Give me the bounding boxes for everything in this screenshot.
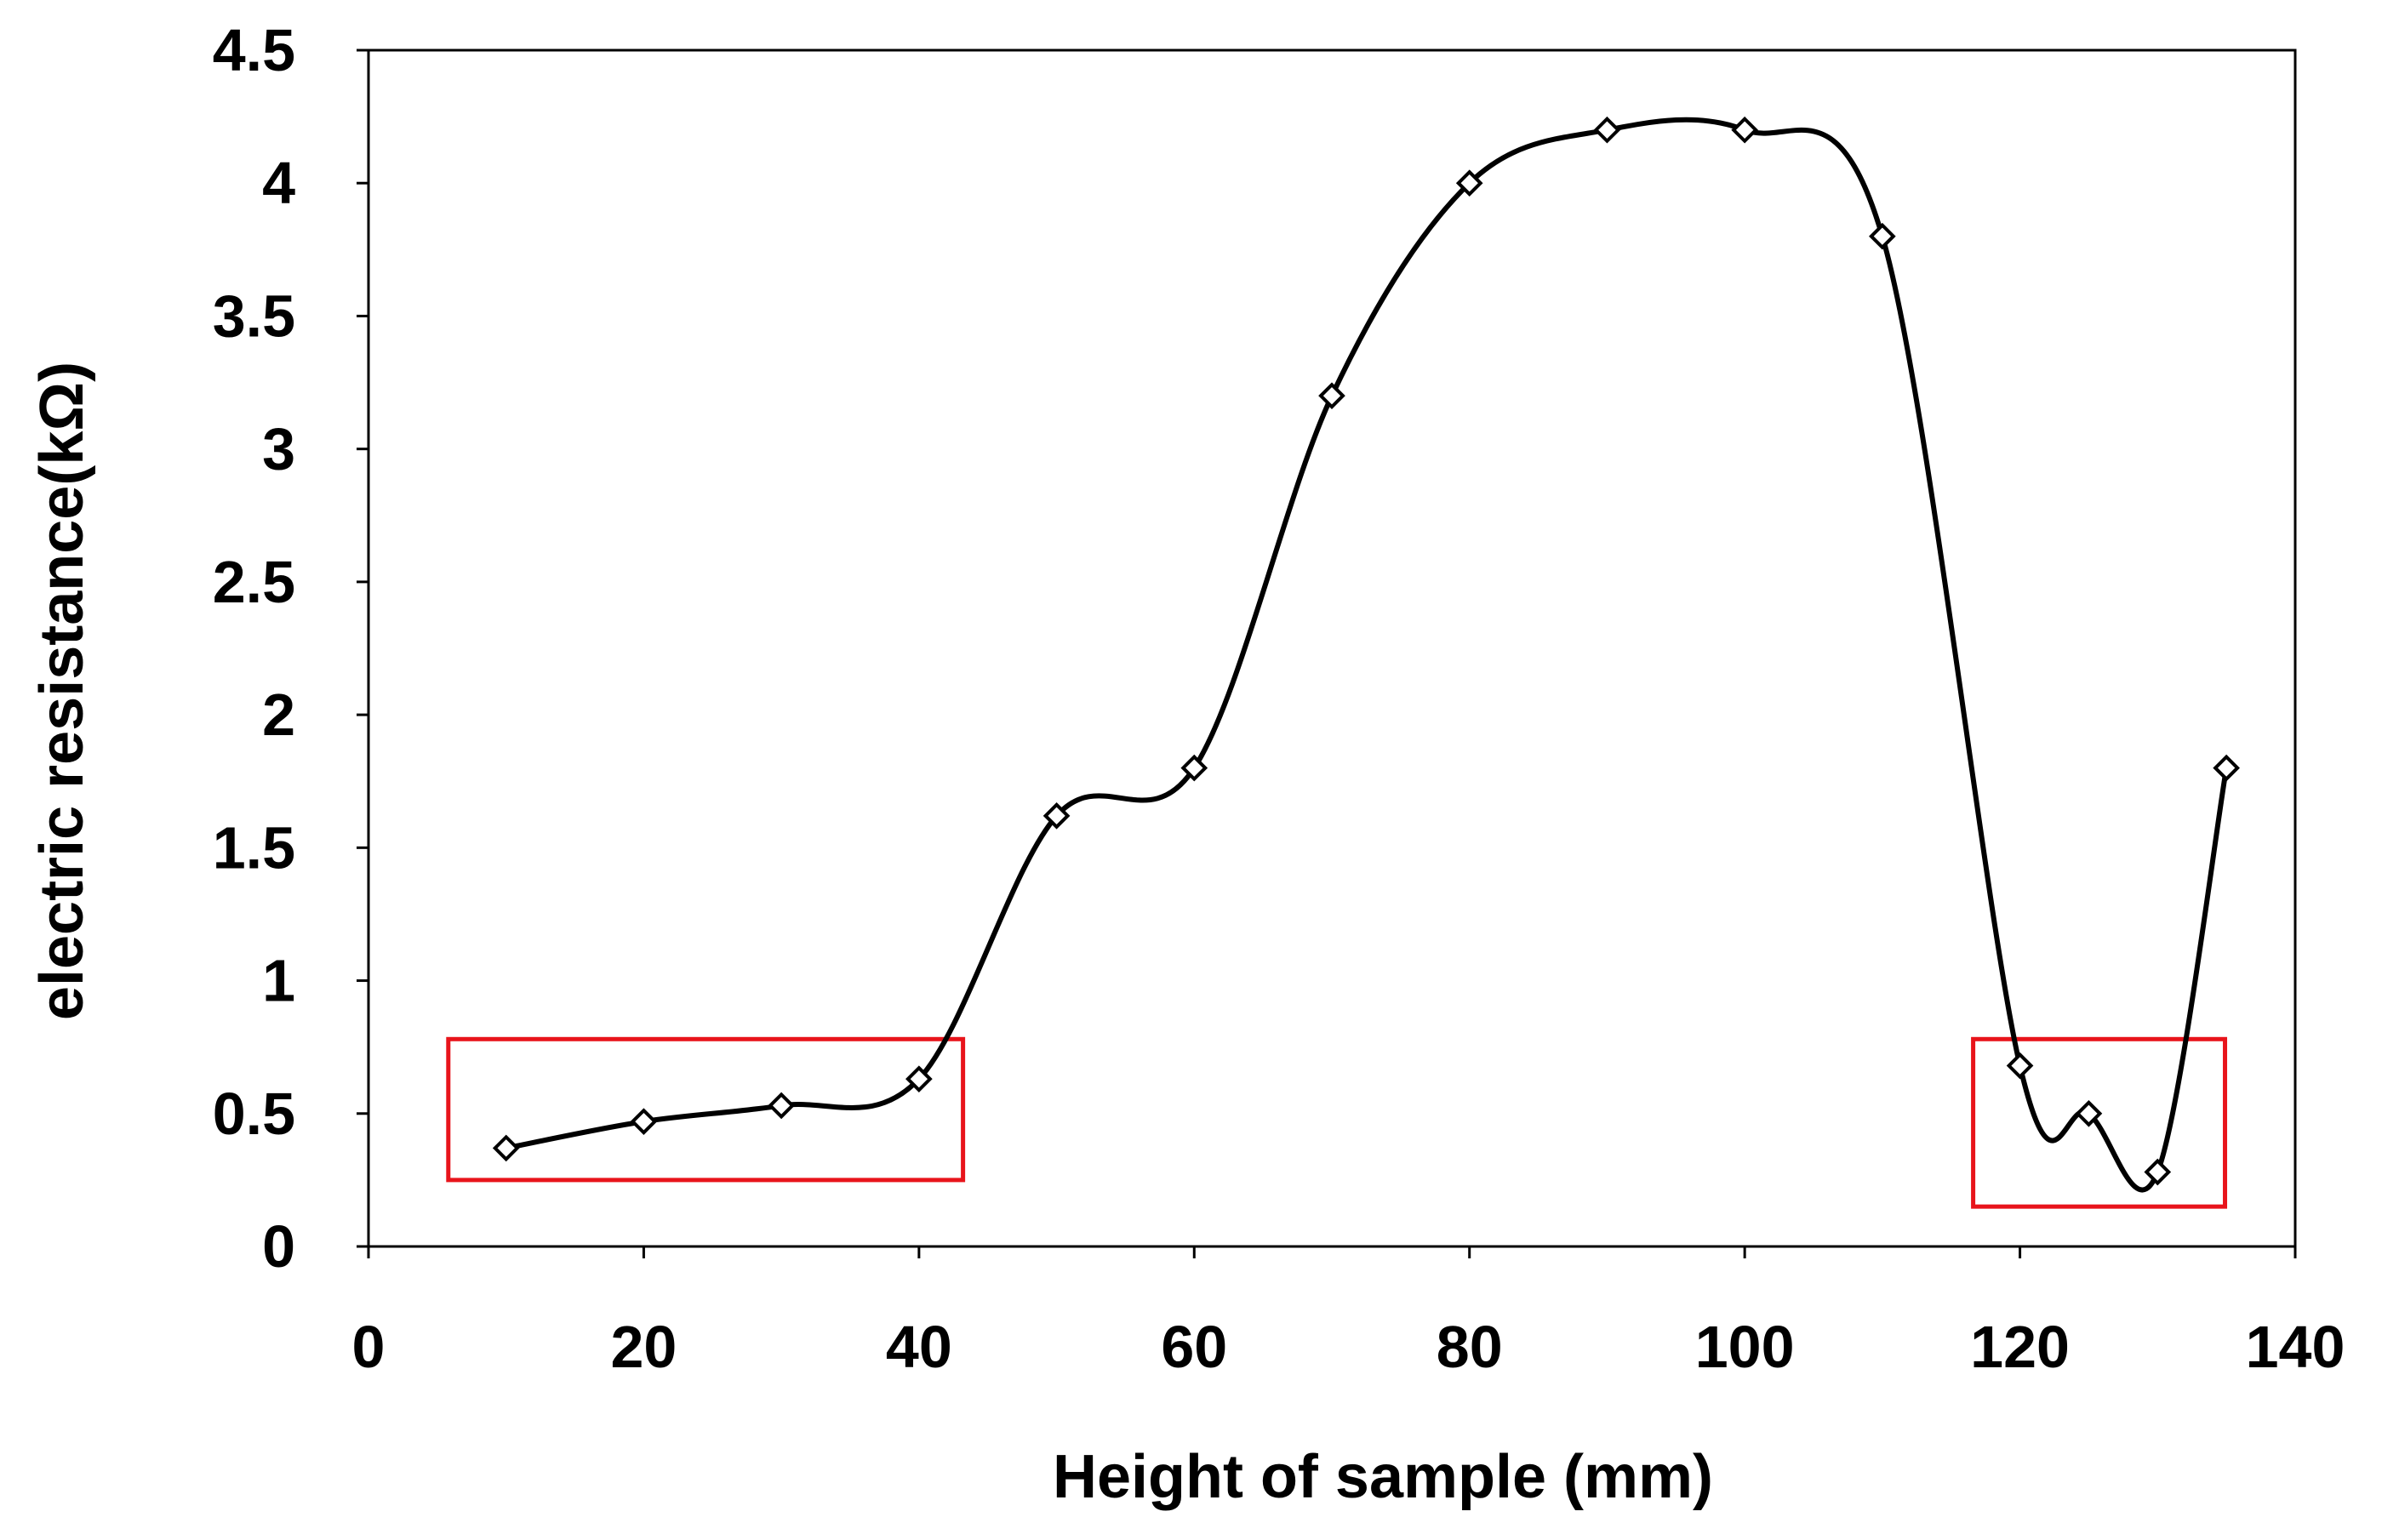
y-tick-label: 0.5 — [213, 1081, 295, 1147]
labels-layer: 0 20 40 60 80 100 120 140 0 0.5 1 1.5 2 2.5 3 3.5 4 4.5 He… — [28, 17, 2345, 1511]
y-tick-label: 3.5 — [213, 282, 295, 349]
data-point-marker — [905, 1065, 933, 1092]
data-point-marker — [1869, 222, 1896, 250]
x-tick-label: 100 — [1695, 1314, 1795, 1380]
axes-layer — [357, 48, 2297, 1258]
data-point-marker — [1593, 116, 1621, 144]
data-point-marker — [630, 1108, 658, 1135]
data-point-marker — [1042, 802, 1071, 830]
data-point-marker — [2213, 754, 2240, 782]
data-point-marker — [2075, 1099, 2103, 1127]
series-line — [503, 117, 2230, 1193]
data-point-marker — [492, 1134, 520, 1162]
x-tick-label: 40 — [886, 1314, 952, 1380]
y-tick-label: 2.5 — [213, 549, 295, 615]
x-tick-label: 0 — [352, 1314, 386, 1380]
data-point-marker — [2144, 1158, 2172, 1186]
data-point-marker — [1318, 382, 1345, 410]
y-axis-title: electric resistance(kΩ) — [28, 362, 96, 1020]
series-markers-layer — [492, 116, 2240, 1186]
y-tick-label: 2 — [262, 682, 295, 748]
series-line-layer — [503, 117, 2230, 1193]
data-point-marker — [1180, 754, 1208, 782]
y-tick-label: 4 — [262, 150, 295, 216]
plot-frame — [367, 48, 2297, 1248]
y-tick-label: 1.5 — [213, 814, 295, 881]
data-point-marker — [1731, 116, 1758, 144]
data-point-marker — [1455, 169, 1483, 197]
highlight-box — [1971, 1036, 2228, 1209]
highlight-boxes-layer — [446, 1036, 2228, 1209]
x-tick-label: 60 — [1161, 1314, 1227, 1380]
y-tick-label: 0 — [262, 1213, 295, 1280]
data-point-marker — [768, 1092, 795, 1120]
y-tick-label: 4.5 — [213, 17, 295, 83]
x-tick-label: 80 — [1437, 1314, 1503, 1380]
data-point-marker — [2006, 1052, 2034, 1080]
x-axis-title: Height of sample (mm) — [1053, 1443, 1713, 1511]
x-tick-label: 140 — [2246, 1314, 2345, 1380]
y-tick-label: 1 — [262, 948, 295, 1014]
x-tick-label: 120 — [1970, 1314, 2070, 1380]
y-tick-label: 3 — [262, 416, 295, 482]
highlight-box — [446, 1036, 966, 1183]
x-tick-label: 20 — [610, 1314, 677, 1380]
